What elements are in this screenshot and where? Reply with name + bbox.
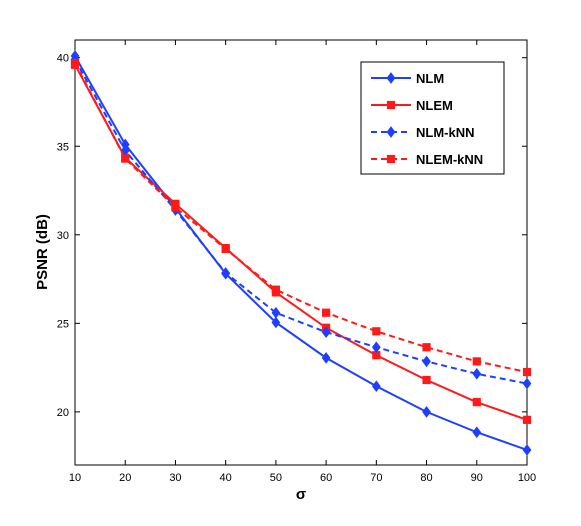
data-point-nlem-knn: [472, 357, 481, 366]
legend-marker-nlem-knn: [386, 154, 396, 164]
data-point-nlem: [472, 398, 481, 407]
series-nlem-knn: [70, 58, 532, 377]
x-tick-label: 20: [119, 472, 131, 484]
data-point-nlm-knn: [422, 355, 431, 368]
data-point-nlm-knn: [522, 377, 532, 390]
legend-box: [360, 61, 505, 175]
x-tick-label: 70: [370, 472, 382, 484]
x-tick-label: 40: [220, 472, 232, 484]
x-tick-label: 30: [169, 472, 181, 484]
series-line-nlm-knn: [74, 58, 528, 385]
data-point-nlm-knn: [472, 367, 482, 380]
data-point-nlem: [522, 415, 532, 424]
data-point-nlm: [472, 426, 482, 439]
data-point-nlm-knn: [271, 306, 281, 319]
x-tick-label: 90: [471, 472, 483, 484]
y-axis-title: PSNR (dB): [34, 214, 51, 290]
x-tick-label: 80: [420, 472, 432, 484]
data-point-nlem-knn: [121, 154, 130, 163]
x-tick-label: 50: [270, 472, 282, 484]
legend-label-nlem-knn: NLEM-kNN: [416, 152, 483, 167]
x-axis-title: σ: [296, 486, 306, 503]
series-nlm-knn: [70, 53, 532, 390]
x-tick-label: 60: [320, 472, 332, 484]
data-point-nlm-knn: [371, 341, 381, 354]
legend-marker-nlm-knn: [386, 126, 396, 138]
data-point-nlm: [422, 406, 431, 418]
data-point-nlem-knn: [271, 285, 280, 294]
legend-marker-nlem: [386, 100, 396, 110]
x-axis: 10 20 30 40 50 60 70 80 90 100: [69, 40, 536, 484]
data-point-nlm: [321, 352, 331, 364]
series-layer: [70, 50, 532, 456]
data-point-nlm: [371, 380, 381, 393]
data-point-nlem-knn: [372, 327, 381, 336]
y-tick-label: 35: [57, 141, 69, 153]
y-tick-label: 30: [57, 230, 69, 242]
x-tick-label: 100: [518, 472, 536, 484]
y-axis: 20 25 30 35 40: [57, 53, 527, 419]
y-tick-label: 20: [57, 407, 69, 419]
data-point-nlm-knn: [321, 326, 331, 339]
series-line-nlm: [74, 55, 528, 451]
y-tick-label: 25: [57, 318, 69, 330]
data-point-nlem-knn: [322, 308, 331, 317]
data-point-nlem-knn: [522, 367, 532, 377]
legend-label-nlem: NLEM: [416, 98, 453, 113]
data-point-nlm: [522, 444, 532, 456]
series-line-nlem-knn: [74, 62, 528, 374]
legend-marker-nlm: [386, 72, 396, 84]
data-point-nlem-knn: [422, 343, 431, 352]
legend-label-nlm: NLM: [416, 71, 444, 86]
data-point-nlem-knn: [70, 58, 80, 68]
legend-label-nlm-knn: NLM-kNN: [416, 125, 475, 140]
data-point-nlem-knn: [221, 244, 230, 254]
x-tick-label: 10: [69, 472, 81, 484]
y-tick-label: 40: [57, 53, 69, 65]
data-point-nlm-knn: [221, 267, 231, 279]
data-point-nlem-knn: [171, 203, 180, 212]
data-point-nlm: [271, 316, 281, 329]
legend: NLM NLEM NLM-kNN NLEM-kNN: [360, 61, 505, 175]
data-point-nlem: [422, 375, 431, 385]
